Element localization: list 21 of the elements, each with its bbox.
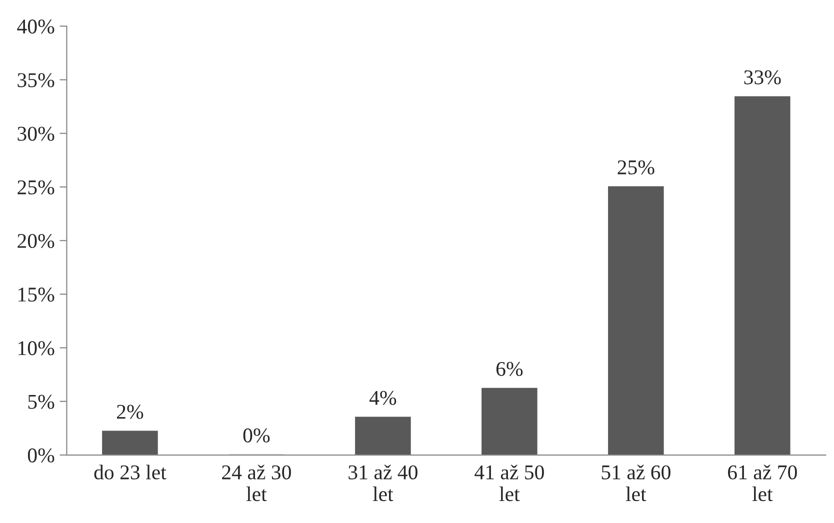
data-label: 33%: [744, 70, 781, 84]
y-tick-label: 20%: [18, 234, 54, 248]
y-tick-label: 0%: [28, 448, 54, 463]
data-label: 6%: [496, 362, 523, 376]
x-tick-label: 61 až 70 let: [728, 464, 797, 502]
data-label: 0%: [243, 428, 270, 443]
data-label: 25%: [618, 160, 654, 174]
x-tick-label: 41 až 50 let: [474, 464, 544, 502]
y-tick-label: 30%: [18, 126, 54, 141]
y-tick-label: 35%: [18, 73, 54, 88]
y-tick-label: 15%: [18, 288, 54, 302]
x-tick-label: 24 až 30 let: [222, 464, 291, 502]
y-tick-label: 10%: [18, 341, 54, 356]
x-tick-label: do 23 let: [94, 464, 166, 480]
y-tick-label: 5%: [28, 394, 54, 409]
y-tick-label: 40%: [17, 20, 54, 34]
x-tick-label: 31 až 40 let: [348, 464, 418, 502]
y-tick-label: 25%: [18, 180, 54, 194]
data-label: 4%: [369, 390, 396, 405]
x-tick-label: 51 až 60 let: [602, 464, 670, 502]
data-label: 2%: [116, 404, 144, 419]
